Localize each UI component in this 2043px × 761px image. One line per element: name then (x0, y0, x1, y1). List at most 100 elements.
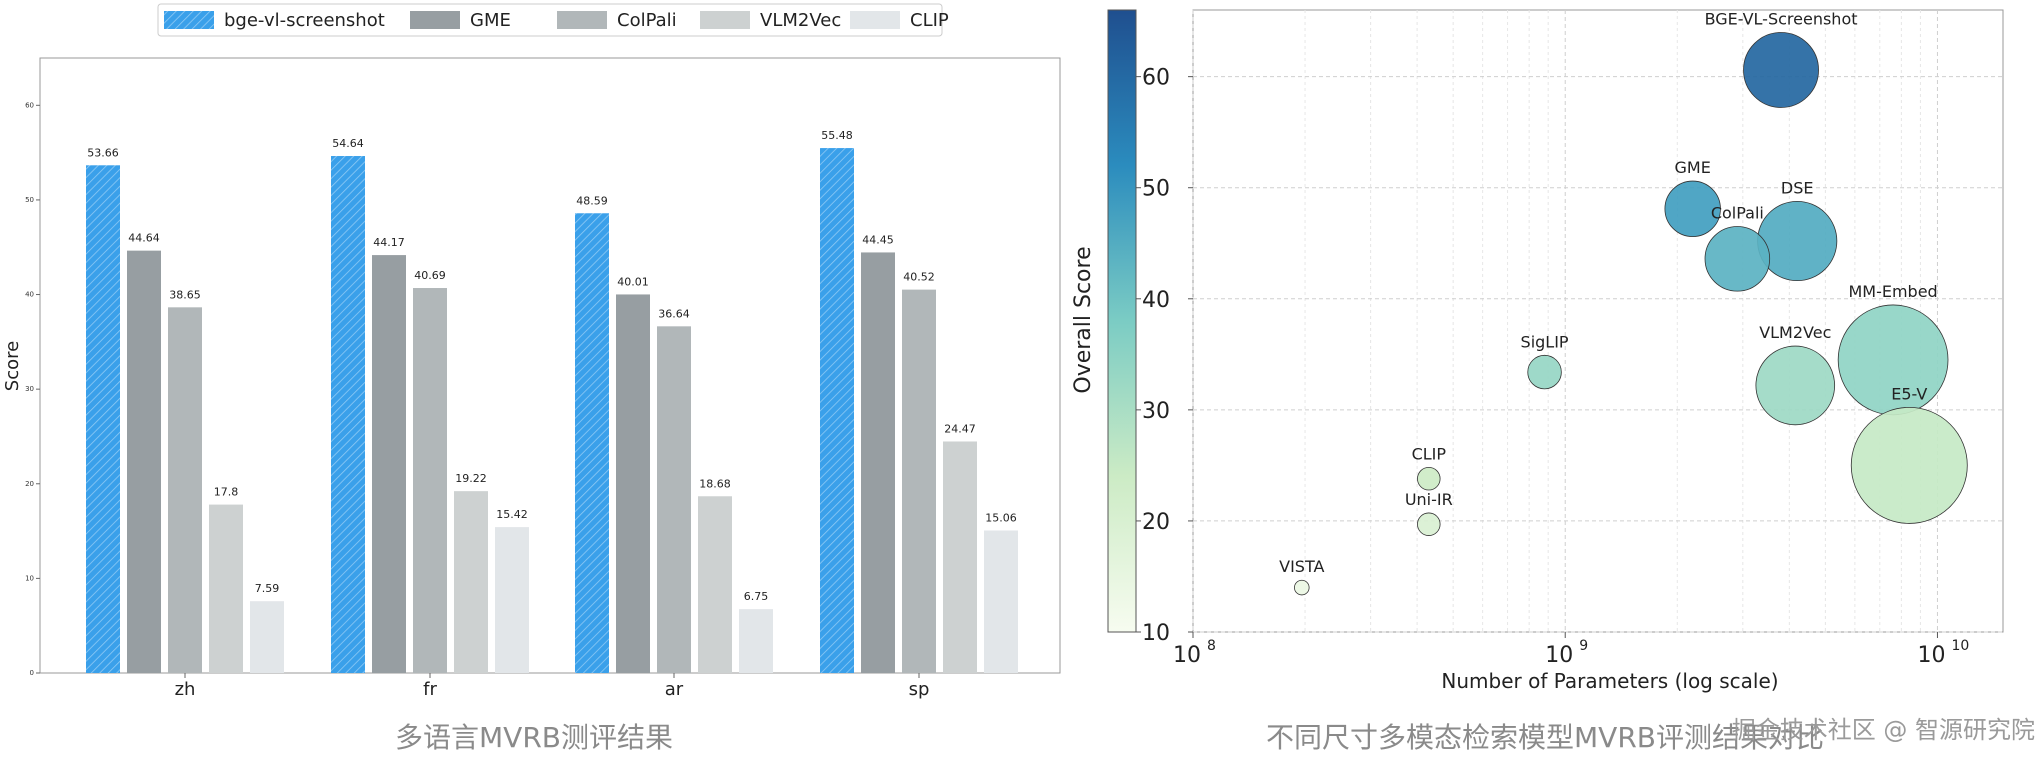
bar (943, 441, 977, 673)
bar (413, 288, 447, 673)
bar-value-label: 15.06 (985, 512, 1017, 525)
bar (168, 307, 202, 673)
scatter-x-tick-exponent: 10 (1951, 638, 1969, 654)
bar (250, 601, 284, 673)
bar (454, 491, 488, 673)
colorbar (1107, 9, 1137, 633)
bar-value-label: 40.01 (617, 275, 649, 288)
bar (86, 165, 120, 674)
bar (739, 609, 773, 673)
bar-x-tick-label: sp (909, 679, 930, 700)
scatter-point (1417, 512, 1441, 536)
scatter-x-tick-exponent: 9 (1579, 638, 1588, 654)
bar (698, 496, 732, 673)
bar (984, 530, 1018, 673)
bar (902, 289, 936, 673)
bar-y-axis: 0 10 20 30 40 50 60 (25, 101, 40, 677)
scatter-y-tick-label: 10 (1142, 621, 1170, 646)
bar-value-label: 18.68 (699, 477, 731, 490)
scatter-x-axis-label: Number of Parameters (log scale) (1441, 669, 1778, 693)
bar-x-axis: zh fr ar sp (175, 673, 930, 700)
scatter-y-tick-label: 40 (1142, 288, 1170, 313)
legend-swatch (850, 11, 900, 29)
scatter-point-label: SigLIP (1521, 332, 1569, 351)
scatter-grid (1192, 10, 2003, 633)
scatter-point (1743, 32, 1819, 108)
bar (495, 527, 529, 673)
scatter-y-axis-label: Overall Score (1071, 246, 1096, 393)
bar-series: 53.66 44.64 38.65 17.8 7.59 54.64 44.17 40.69 19… (86, 129, 1018, 674)
scatter-point-label: Uni-IR (1405, 490, 1453, 509)
scatter-y-axis: 10 20 30 40 50 60 (1136, 66, 1193, 646)
bar-value-label: 38.65 (169, 288, 201, 301)
bar-value-label: 44.45 (862, 233, 894, 246)
watermark: 掘金技术社区 @ 智源研究院 (1732, 716, 2035, 744)
scatter-point-label: VLM2Vec (1759, 323, 1831, 342)
caption-left: 多语言MVRB测评结果 (395, 721, 673, 754)
bar-value-label: 6.75 (744, 590, 769, 603)
bar (575, 213, 609, 673)
legend-label: CLIP (910, 10, 949, 31)
caption-right: 不同尺寸多模态检索模型MVRB评测结果对比 (1266, 721, 1824, 754)
bar-x-tick-label: ar (665, 679, 684, 700)
legend-label: VLM2Vec (760, 10, 841, 31)
scatter-point-label: BGE-VL-Screenshot (1705, 9, 1858, 28)
scatter-points: BGE-VL-Screenshot GME DSE ColPali MM-Embed Si… (1279, 9, 1968, 596)
bar-value-label: 55.48 (821, 129, 853, 142)
scatter-point-label: CLIP (1412, 444, 1447, 463)
bar-value-label: 17.8 (214, 486, 239, 499)
scatter-x-tick-label: 10 (1173, 643, 1201, 668)
scatter-x-tick-label: 10 (1917, 643, 1945, 668)
bar-value-label: 19.22 (455, 472, 487, 485)
bar-chart: 0 10 20 30 40 50 60 53.66 44.64 38.65 17.8 7.59 54.… (2, 3, 1061, 700)
scatter-point (1755, 345, 1836, 426)
scatter-point (1850, 406, 1968, 524)
scatter-y-tick-label: 20 (1142, 510, 1170, 535)
scatter-point-label: VISTA (1279, 557, 1324, 576)
scatter-point (1417, 467, 1441, 491)
scatter-y-tick-label: 50 (1142, 177, 1170, 202)
bar-value-label: 53.66 (87, 146, 119, 159)
scatter-y-tick-label: 60 (1142, 66, 1170, 91)
bar-value-label: 40.52 (903, 271, 935, 284)
bar-value-label: 54.64 (332, 137, 364, 150)
bar-y-tick-label: 10 (25, 574, 34, 582)
bar-y-tick-label: 40 (25, 291, 34, 299)
legend-label: bge-vl-screenshot (224, 10, 385, 31)
legend-swatch (557, 11, 607, 29)
bar-chart-plot-area (39, 57, 1061, 674)
legend-label: ColPali (617, 10, 677, 31)
scatter-point-label: MM-Embed (1848, 282, 1937, 301)
scatter-point (1294, 579, 1310, 596)
scatter-point-label: E5-V (1891, 384, 1927, 403)
bar-y-tick-label: 20 (25, 480, 34, 488)
bar-value-label: 48.59 (576, 194, 608, 207)
bar (331, 156, 365, 673)
scatter-x-tick-label: 10 (1545, 643, 1573, 668)
scatter-x-axis: 10 8 10 9 10 10 (1173, 632, 1969, 668)
bar (209, 504, 243, 673)
scatter-point-label: GME (1675, 158, 1711, 177)
scatter-point (1704, 226, 1771, 292)
bar-x-tick-label: zh (175, 679, 196, 700)
legend-swatch (700, 11, 750, 29)
bar (372, 255, 406, 673)
scatter-point (1664, 180, 1721, 237)
bar-value-label: 24.47 (944, 422, 976, 435)
bar (657, 326, 691, 673)
legend-swatch (410, 11, 460, 29)
scatter-y-tick-label: 30 (1142, 399, 1170, 424)
bar-value-label: 36.64 (658, 307, 690, 320)
bar-legend: bge-vl-screenshot GME ColPali VLM2Vec CLIP (157, 3, 949, 37)
bar-y-tick-label: 50 (25, 196, 34, 204)
bar-y-tick-label: 30 (25, 385, 34, 393)
bar-value-label: 40.69 (414, 269, 446, 282)
bar-y-tick-label: 0 (30, 669, 34, 677)
bar-x-tick-label: fr (423, 679, 437, 700)
legend-label: GME (470, 10, 511, 31)
legend-swatch (164, 11, 214, 29)
bar-y-axis-label: Score (2, 341, 23, 391)
